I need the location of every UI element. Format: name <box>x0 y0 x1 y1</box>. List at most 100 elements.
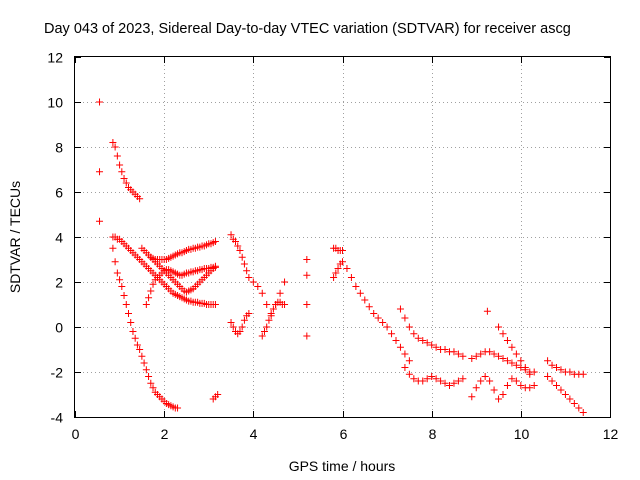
data-point <box>544 373 552 380</box>
data-point <box>339 247 346 254</box>
y-tick-label: 10 <box>47 95 63 111</box>
data-point <box>118 283 126 290</box>
y-tick-label: 12 <box>47 50 63 66</box>
data-point <box>468 393 476 401</box>
y-tick-label: -2 <box>51 365 64 381</box>
series-track-a <box>96 98 104 225</box>
data-point <box>227 319 235 326</box>
data-point <box>441 379 449 387</box>
series-track-i <box>227 231 253 281</box>
data-point <box>140 359 148 367</box>
y-axis-label: SDTVAR / TECUs <box>7 181 23 293</box>
data-point <box>548 377 556 385</box>
data-point <box>303 332 311 340</box>
data-point <box>450 379 458 387</box>
data-point <box>405 357 413 365</box>
data-point <box>138 352 146 360</box>
data-point <box>512 377 520 385</box>
data-point <box>361 296 369 304</box>
data-point <box>472 352 480 360</box>
data-point <box>136 346 144 353</box>
data-point <box>211 238 219 245</box>
data-point <box>245 310 253 317</box>
data-point <box>258 289 266 297</box>
series-track-w <box>544 373 587 416</box>
data-point <box>332 269 340 277</box>
plot-frame <box>74 56 611 418</box>
series-track-n <box>330 244 413 365</box>
data-point <box>410 330 418 338</box>
data-point <box>142 301 150 308</box>
data-point <box>111 143 119 151</box>
data-point <box>142 366 150 374</box>
data-point <box>227 231 235 239</box>
data-point <box>245 274 253 281</box>
data-point <box>446 382 453 389</box>
data-point <box>269 305 277 313</box>
data-point <box>263 301 271 308</box>
y-tick-label: 4 <box>55 230 63 246</box>
x-axis-label: GPS time / hours <box>289 458 396 474</box>
data-point <box>330 274 338 281</box>
data-point <box>127 319 135 326</box>
data-point <box>238 253 246 261</box>
y-tick-label: 8 <box>55 140 63 156</box>
data-point <box>472 384 480 392</box>
data-point <box>365 303 373 311</box>
series-track-l <box>258 298 289 340</box>
data-point <box>276 289 284 297</box>
data-point <box>544 357 552 365</box>
data-point <box>113 269 121 277</box>
data-point <box>468 355 476 362</box>
data-point <box>499 355 507 362</box>
series-track-s <box>468 373 538 403</box>
data-point <box>410 375 418 383</box>
series-track-v <box>544 357 587 378</box>
data-point <box>548 361 556 369</box>
data-point <box>254 283 262 290</box>
data-point <box>174 404 182 412</box>
series-track-b <box>109 244 182 412</box>
data-point <box>570 400 578 407</box>
data-point <box>243 267 251 275</box>
data-point <box>267 310 275 317</box>
data-point <box>122 179 130 187</box>
data-point <box>211 263 219 271</box>
data-point <box>263 323 271 331</box>
data-point <box>401 350 409 358</box>
y-tick-label: 6 <box>55 185 63 201</box>
grid-lines <box>75 57 610 417</box>
data-point <box>240 260 248 268</box>
x-tick-label: 10 <box>514 426 530 442</box>
data-point <box>454 350 462 358</box>
data-point <box>347 274 355 281</box>
x-tick-label: 12 <box>603 426 619 442</box>
data-point <box>561 391 569 398</box>
data-point <box>109 139 117 146</box>
data-point <box>405 323 413 331</box>
data-point <box>454 377 462 385</box>
data-point <box>566 395 574 403</box>
series-track-q <box>401 364 467 389</box>
series-track-j <box>227 310 253 338</box>
series-track-g <box>147 253 219 296</box>
data-point <box>517 357 525 365</box>
data-point <box>96 98 104 106</box>
series-track-h <box>209 391 222 403</box>
data-point <box>145 373 153 380</box>
series-track-p <box>396 305 467 360</box>
data-point <box>508 375 516 383</box>
data-point <box>281 278 289 286</box>
chart-title: Day 043 of 2023, Sidereal Day-to-day VTE… <box>44 21 571 37</box>
data-point <box>303 271 311 279</box>
data-point <box>392 337 400 344</box>
data-point <box>512 350 520 358</box>
data-point <box>477 350 485 358</box>
data-point <box>374 314 382 322</box>
data-point <box>236 328 244 335</box>
data-point <box>133 341 141 349</box>
data-point <box>526 384 534 392</box>
data-point <box>405 370 413 378</box>
data-point <box>517 382 525 389</box>
data-point <box>383 323 391 331</box>
